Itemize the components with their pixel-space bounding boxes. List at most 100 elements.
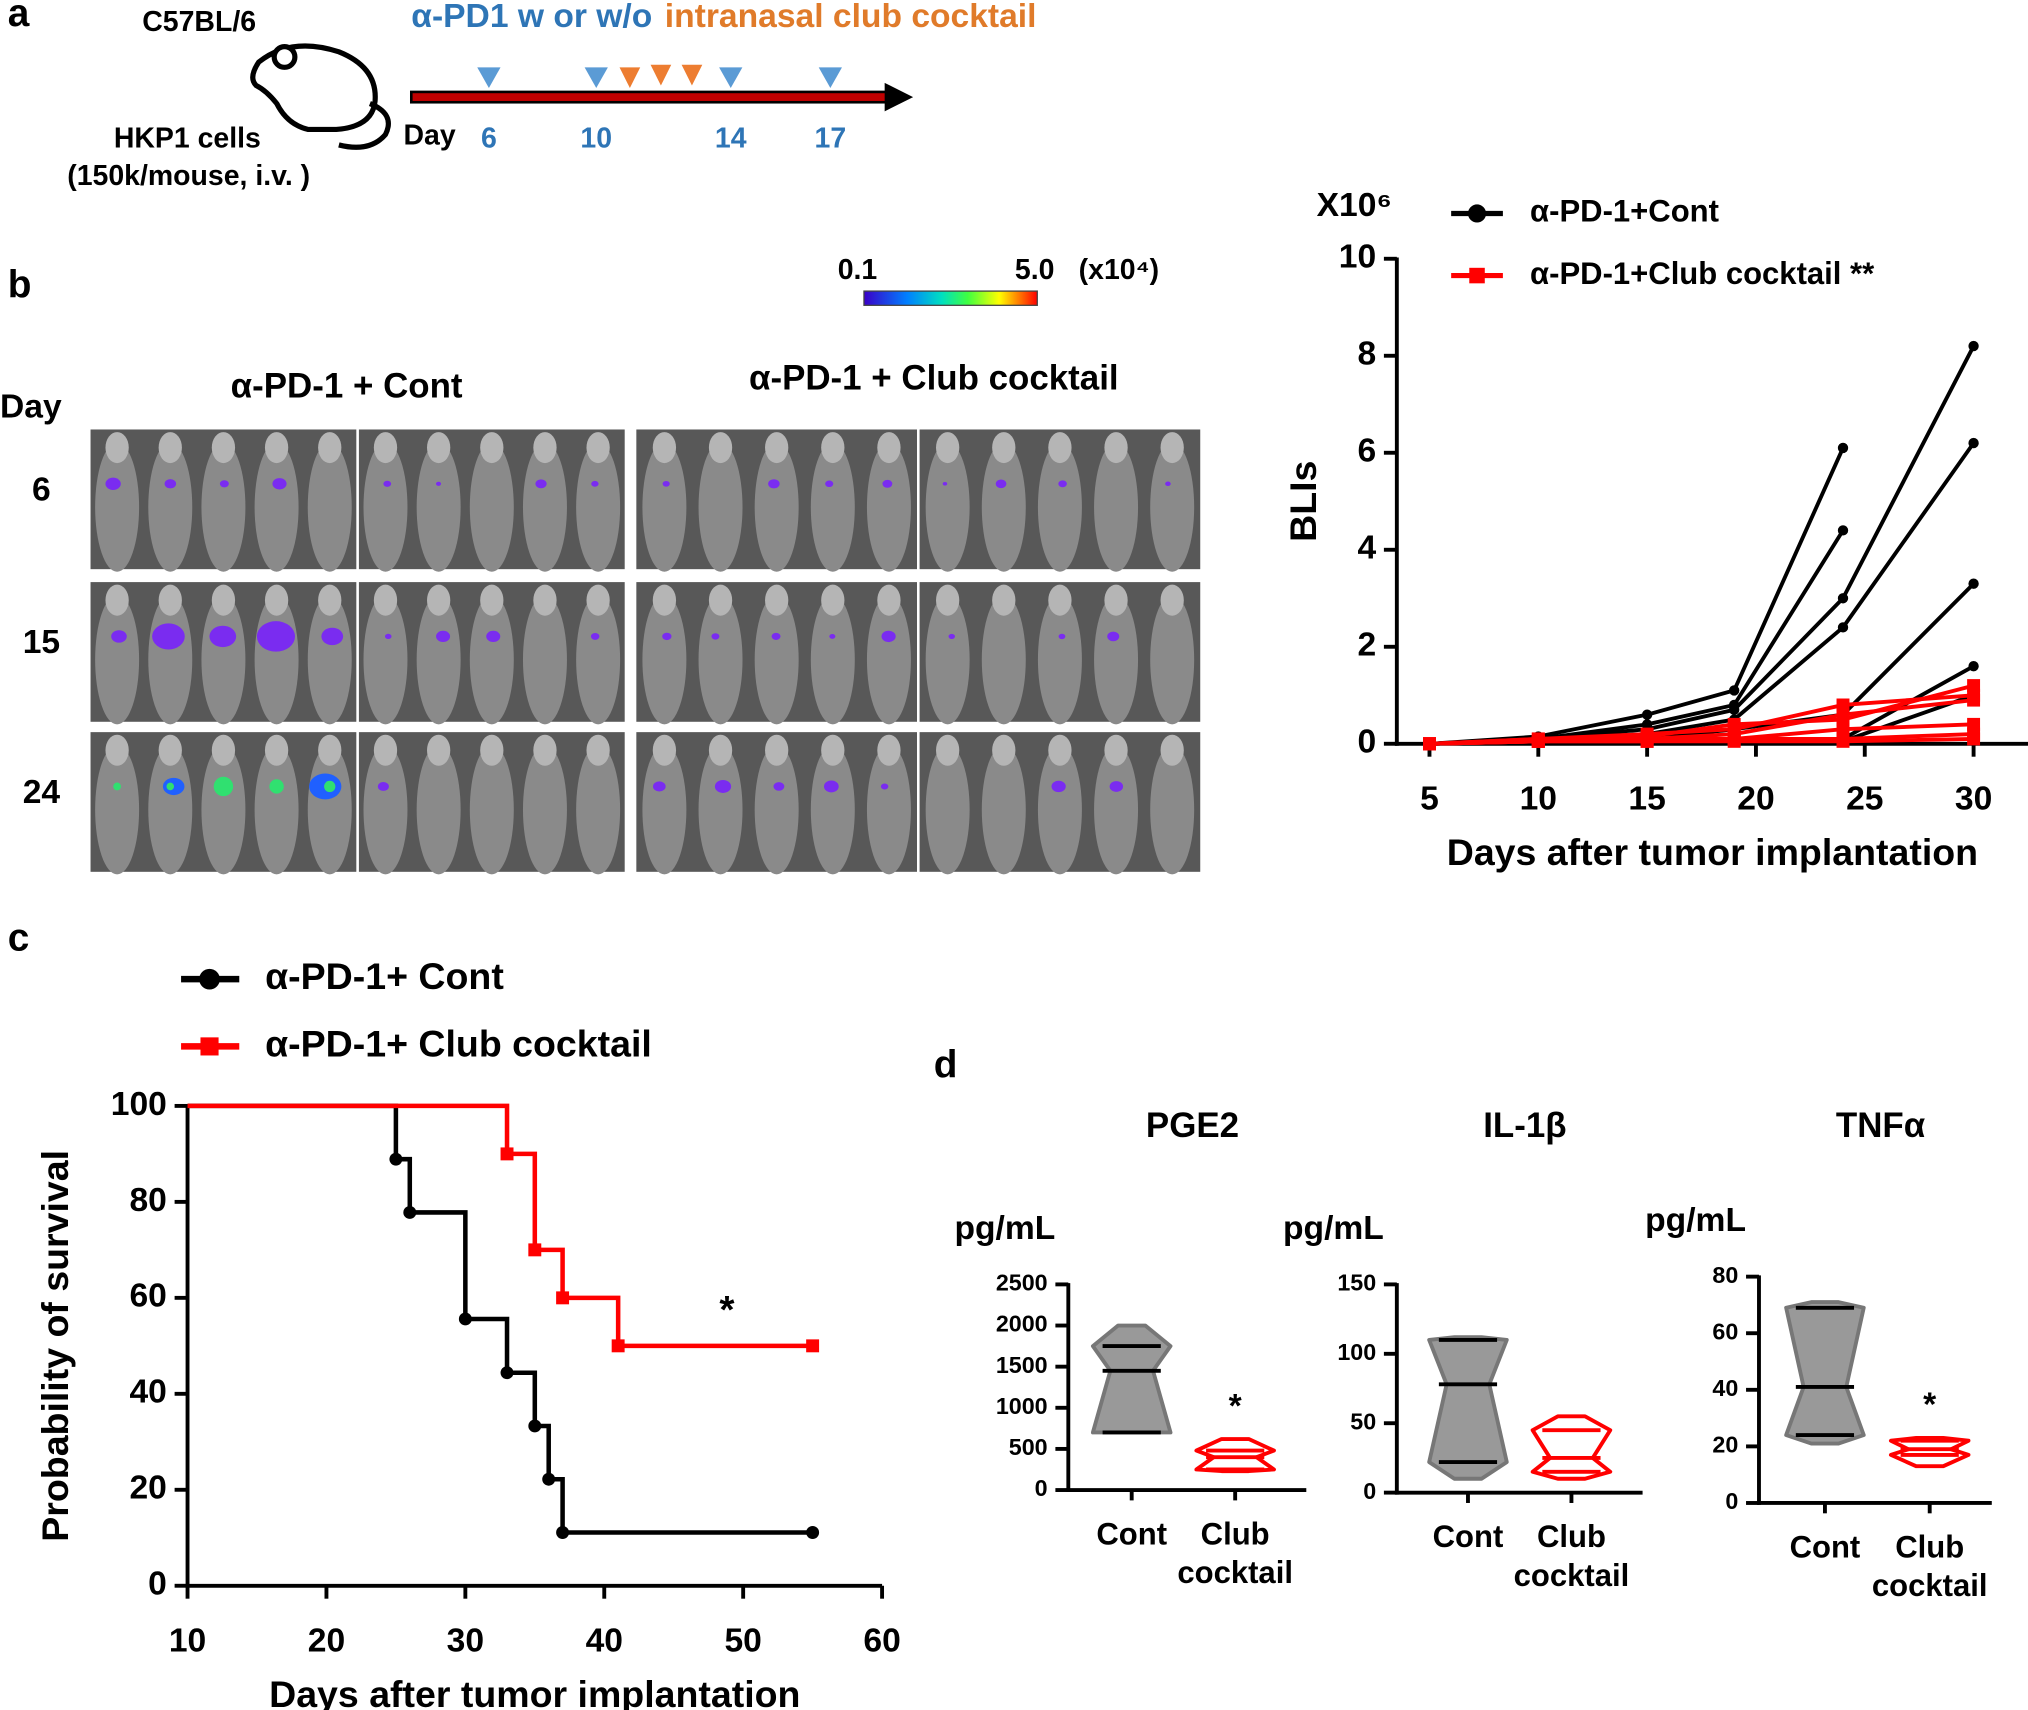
mouse-head	[992, 584, 1016, 616]
y-tick-label: 60	[129, 1278, 166, 1315]
data-point	[389, 1152, 403, 1166]
legend-marker	[1467, 204, 1487, 223]
signal	[209, 625, 237, 648]
x-tick-label: 60	[863, 1623, 900, 1660]
y-tick-label: 80	[1712, 1262, 1738, 1288]
x-tick-label: 20	[1737, 781, 1774, 818]
signal	[1109, 781, 1124, 792]
signal	[1107, 631, 1120, 642]
signal	[882, 479, 893, 488]
signal	[486, 630, 501, 643]
x-tick-label: 20	[308, 1623, 345, 1660]
mouse	[148, 745, 193, 875]
mouse	[698, 595, 743, 725]
data-point	[556, 1526, 570, 1539]
mouse	[307, 442, 352, 572]
data-line	[1429, 345, 1976, 746]
mouse-head	[765, 734, 789, 766]
mouse	[148, 442, 193, 572]
y-tick-label: 20	[1712, 1432, 1738, 1458]
y-axis-unit: pg/mL	[1283, 1210, 1384, 1247]
dose: (150k/mouse, i.v. )	[67, 160, 310, 192]
mouse-head	[427, 432, 451, 464]
group-label: α-PD-1 + Club cocktail	[749, 359, 1119, 398]
data-point	[556, 1291, 570, 1305]
mouse-head	[1104, 432, 1128, 464]
mouse-head	[708, 432, 733, 464]
mouse	[866, 442, 911, 572]
y-tick-label: 0	[1357, 724, 1376, 761]
x-tick-label: Cont	[1789, 1530, 1861, 1566]
signal	[591, 480, 599, 487]
data-point	[1837, 442, 1849, 454]
signal	[652, 781, 666, 792]
mouse-head	[992, 734, 1016, 766]
timeline-day: 10	[580, 122, 612, 154]
mouse	[810, 745, 855, 875]
legend-label: α-PD-1+Club cocktail **	[1530, 256, 1875, 291]
mouse	[642, 745, 687, 875]
mouse-head	[821, 734, 845, 766]
mouse	[981, 745, 1026, 875]
data-point	[1967, 693, 1981, 707]
legend-marker	[199, 968, 220, 990]
panel-label: a	[8, 0, 30, 35]
timeline-day: 6	[481, 122, 497, 154]
mouse	[1094, 595, 1139, 725]
signal	[714, 779, 732, 793]
data-point	[806, 1339, 820, 1353]
group-label: α-PD-1 + Cont	[231, 366, 463, 405]
y-tick-label: 500	[1009, 1434, 1048, 1460]
cells: HKP1 cells	[114, 122, 261, 154]
x-tick-label: 25	[1846, 781, 1883, 818]
y-tick-label: 0	[1363, 1478, 1376, 1504]
x-tick-label: 15	[1628, 781, 1665, 818]
mouse-head	[586, 584, 610, 616]
scale-unit: (x10⁴)	[1079, 254, 1159, 286]
signal	[711, 633, 720, 640]
data-point	[1729, 685, 1740, 696]
mouse-head	[1104, 734, 1128, 766]
mouse-head	[586, 432, 610, 464]
y-tick-label: 1000	[996, 1393, 1048, 1419]
chart-title: PGE2	[1146, 1106, 1239, 1145]
mouse	[201, 595, 246, 725]
signal	[152, 623, 185, 650]
signal-core	[324, 780, 336, 793]
mouse-head	[992, 432, 1016, 464]
mouse	[469, 595, 514, 725]
day-label: Day	[404, 120, 456, 152]
y-tick-label: 1500	[996, 1352, 1048, 1378]
mouse	[363, 442, 408, 572]
mouse	[1094, 442, 1139, 572]
signal	[105, 477, 121, 490]
day-value: 15	[23, 624, 60, 661]
signal	[590, 633, 600, 640]
mouse-head	[821, 584, 845, 616]
mouse	[416, 442, 461, 572]
x-tick-label: 30	[447, 1623, 484, 1660]
mouse	[1037, 595, 1082, 725]
data-point	[403, 1205, 417, 1219]
category-label-box: Cont	[1789, 1530, 1861, 1566]
y-tick-label: 20	[129, 1470, 166, 1507]
mouse	[1094, 745, 1139, 875]
signal	[995, 479, 1007, 489]
mouse-head	[533, 432, 557, 464]
mouse-head	[936, 432, 960, 464]
panel-label: b	[8, 263, 32, 306]
mouse-head	[211, 734, 236, 766]
mouse-head	[708, 734, 733, 766]
mouse-icon	[250, 43, 391, 150]
data-point	[1836, 708, 1850, 722]
data-point	[1968, 437, 1979, 449]
data-point	[458, 1312, 472, 1326]
mouse-head	[264, 584, 289, 616]
data-point	[1423, 737, 1436, 751]
signal	[662, 632, 672, 641]
y-tick-label: 0	[1725, 1488, 1738, 1514]
mouse	[576, 595, 621, 725]
signal	[321, 627, 344, 646]
y-tick-label: 2000	[996, 1311, 1048, 1337]
signal	[111, 630, 127, 643]
